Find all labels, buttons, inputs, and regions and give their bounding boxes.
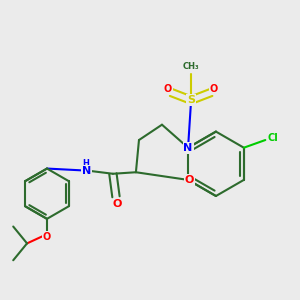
Text: N: N [183,143,193,153]
Text: O: O [43,232,51,242]
Text: H: H [82,158,89,167]
Text: O: O [185,175,194,185]
Text: O: O [113,200,122,209]
Text: CH₃: CH₃ [183,62,200,71]
Text: O: O [210,84,218,94]
Text: N: N [82,166,92,176]
Text: O: O [164,84,172,94]
Text: S: S [187,95,195,105]
Text: Cl: Cl [268,134,278,143]
